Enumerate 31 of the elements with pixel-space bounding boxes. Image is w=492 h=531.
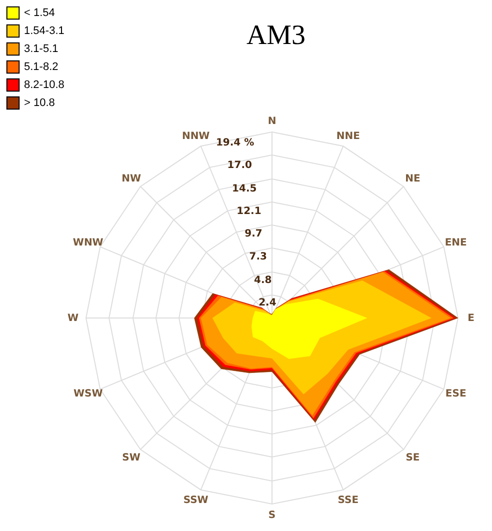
spoke-label: NNW	[182, 130, 210, 142]
y-tick-label: 4.8	[254, 274, 272, 286]
spoke-label: NW	[122, 174, 141, 185]
legend-label: 3.1-5.1	[24, 43, 58, 55]
spoke-label: SW	[122, 452, 140, 464]
spoke-label: WNW	[72, 238, 104, 249]
spoke-label: E	[468, 313, 475, 324]
legend-label: 1.54-3.1	[24, 25, 64, 37]
legend-label: 8.2-10.8	[24, 79, 64, 91]
y-tick-label: 19.4 %	[216, 138, 254, 149]
y-tick-label: 7.3	[249, 251, 267, 262]
spoke-label: ESE	[445, 388, 466, 400]
y-tick-label: 9.7	[244, 228, 262, 240]
y-tick-label: 17.0	[227, 160, 252, 172]
legend-label: 5.1-8.2	[24, 61, 58, 73]
spoke-label: SSE	[338, 495, 359, 506]
spoke-label: W	[67, 313, 78, 324]
y-tick-label: 14.5	[232, 184, 257, 195]
text: AM3	[246, 20, 306, 51]
spoke-label: N	[268, 116, 276, 127]
legend-label: > 10.8	[24, 97, 55, 109]
spoke-label: SE	[406, 452, 420, 464]
spoke-label: S	[268, 510, 276, 522]
spoke-label: SSW	[183, 495, 208, 506]
y-tick-label: 2.4	[258, 297, 276, 308]
legend-label: < 1.54	[24, 7, 55, 19]
spoke-label: WSW	[73, 388, 103, 400]
spoke-label: NE	[405, 174, 420, 185]
y-tick-label: 12.1	[236, 206, 262, 218]
spoke-label: NNE	[336, 130, 360, 142]
spoke-label: ENE	[444, 238, 468, 249]
